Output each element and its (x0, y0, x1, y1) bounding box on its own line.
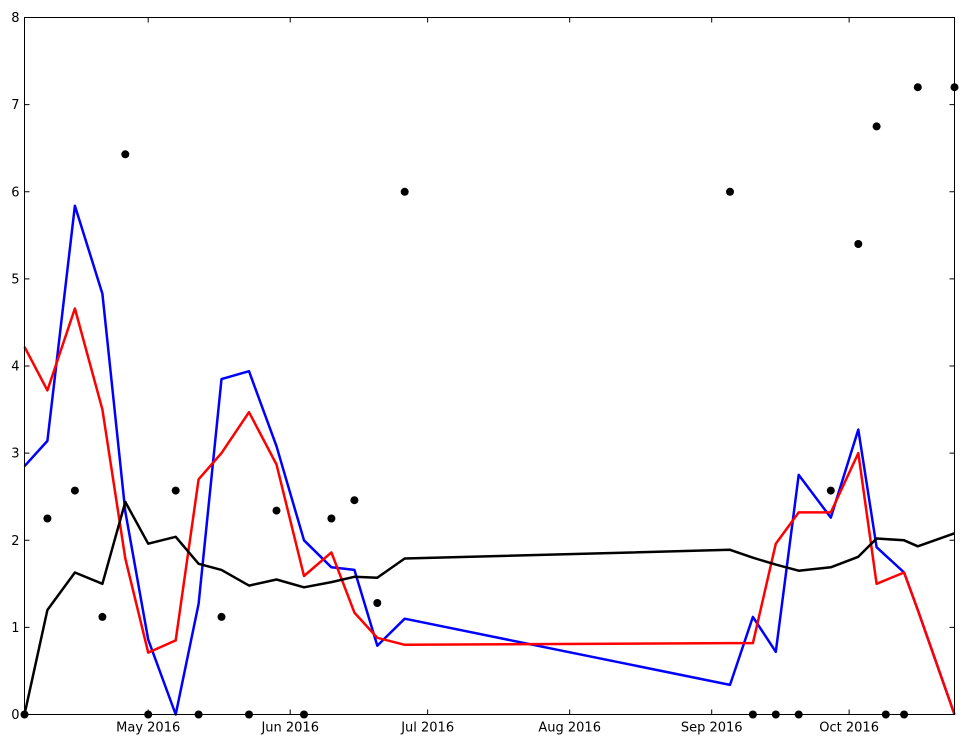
y-tick-label: 4 (11, 360, 19, 375)
data-point (872, 122, 881, 131)
data-point (400, 187, 409, 196)
data-point (350, 496, 359, 505)
data-point (121, 150, 130, 159)
series-layer (20, 83, 959, 719)
y-tick-label: 0 (11, 708, 19, 723)
y-tick-label: 5 (11, 272, 19, 287)
series-line-3 (23, 500, 955, 715)
ticks-layer: May 2016 Jun 2016 Jul 2016 Aug 2016 Sep 2016… (11, 11, 955, 736)
x-tick-label: Aug 2016 (538, 721, 601, 736)
data-point (726, 187, 734, 196)
data-point (373, 599, 382, 607)
data-point (854, 240, 863, 248)
plot-background (24, 17, 955, 715)
x-tick-label: May 2016 (116, 721, 180, 736)
data-point (913, 83, 922, 92)
y-tick-label: 7 (11, 98, 19, 113)
data-point (43, 514, 52, 523)
y-tick-label: 2 (11, 534, 19, 549)
x-tick-label: Jul 2016 (400, 721, 454, 736)
data-point (217, 612, 226, 621)
data-point (70, 486, 79, 495)
data-point (826, 486, 835, 495)
x-tick-label: Jun 2016 (260, 721, 319, 736)
y-tick-label: 8 (11, 11, 19, 26)
x-tick-label: Oct 2016 (819, 721, 879, 736)
y-tick-label: 1 (11, 621, 19, 636)
data-point (327, 514, 336, 523)
y-tick-label: 6 (11, 185, 19, 200)
data-point (98, 612, 107, 621)
x-tick-label: Sep 2016 (681, 721, 743, 736)
y-tick-label: 3 (11, 447, 19, 462)
series-line-2 (23, 307, 956, 715)
data-point (171, 486, 180, 495)
data-point (272, 506, 281, 515)
plot-frame (24, 17, 955, 715)
series-line-1 (23, 204, 956, 716)
